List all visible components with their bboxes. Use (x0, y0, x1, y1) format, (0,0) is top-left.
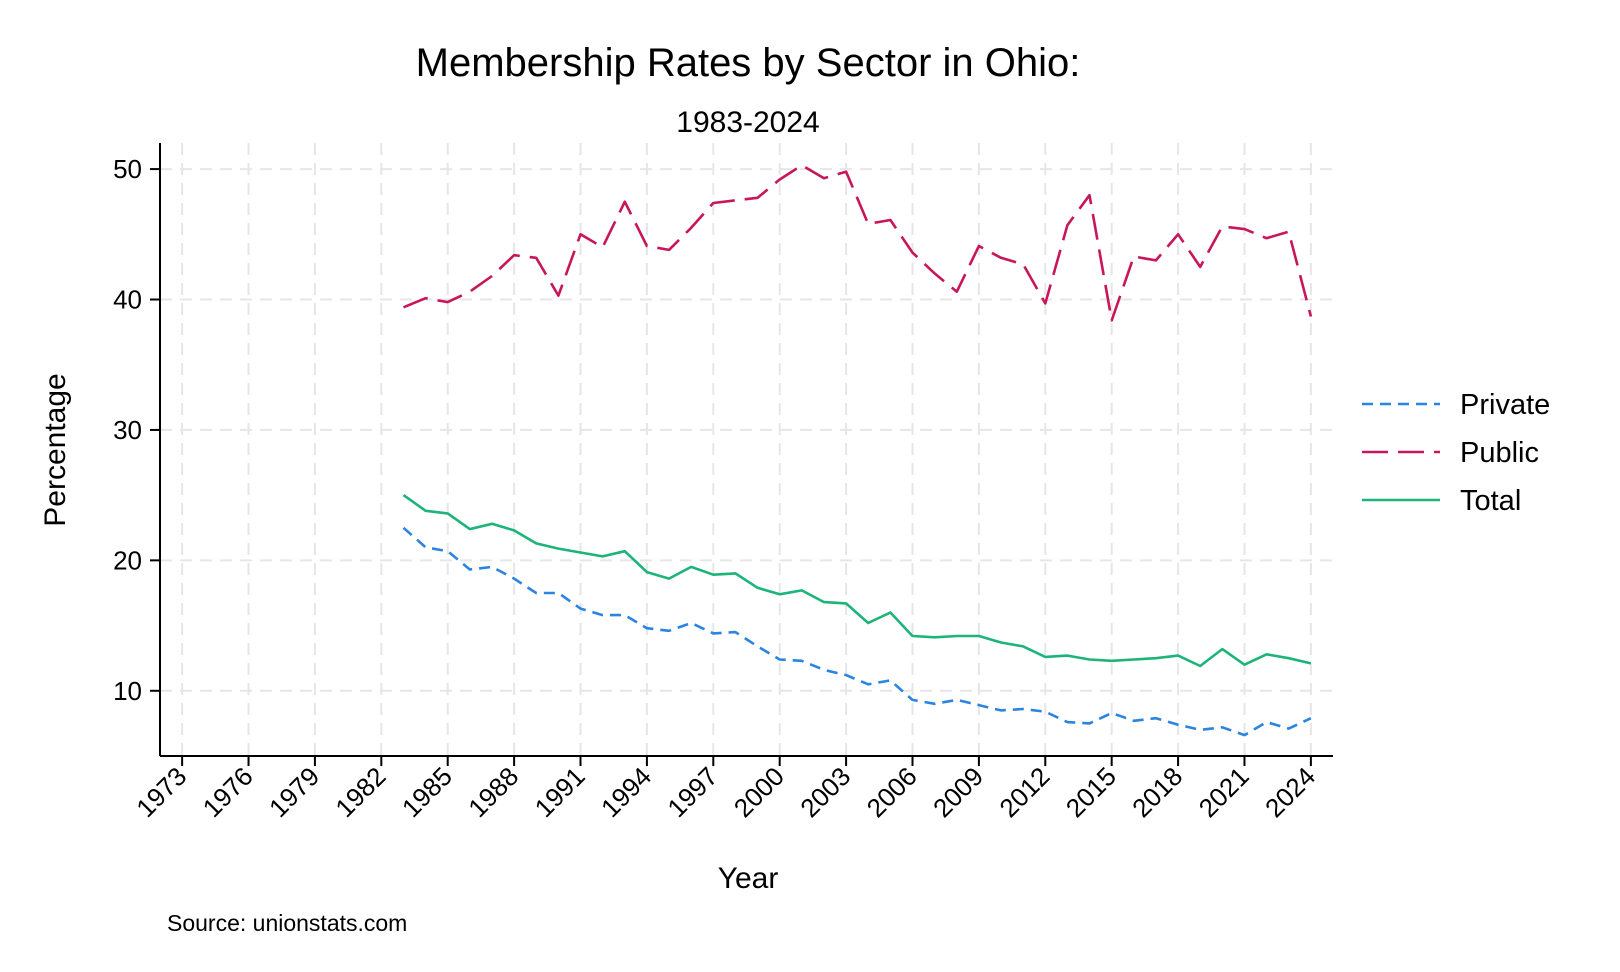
x-tick-label: 1994 (595, 761, 657, 823)
series-line-total (402, 494, 1312, 668)
x-tick-label: 2006 (861, 761, 923, 823)
source-note: Source: unionstats.com (167, 910, 407, 936)
gridlines (160, 143, 1333, 756)
y-axis-title: Percentage (39, 373, 72, 526)
x-tick-label: 1979 (263, 761, 325, 823)
x-tick-label: 1985 (396, 761, 458, 823)
series-line-public (403, 163, 1313, 322)
y-tick-label: 30 (113, 415, 142, 445)
x-tick-label: 2003 (794, 761, 856, 823)
x-tick-label: 2024 (1259, 761, 1321, 823)
x-tick-label: 1997 (661, 761, 723, 823)
x-tick-label: 2012 (993, 761, 1055, 823)
x-tick-label: 2009 (927, 761, 989, 823)
legend-label-public: Public (1460, 437, 1539, 469)
y-tick-label: 50 (113, 154, 142, 184)
axes (159, 143, 1333, 757)
legend: Private Public Total (1362, 389, 1550, 517)
x-tick-label: 1982 (329, 761, 391, 823)
series-line-private (402, 526, 1312, 737)
legend-label-private: Private (1460, 389, 1550, 421)
x-tick-label: 1973 (130, 761, 192, 823)
legend-label-total: Total (1460, 485, 1521, 517)
x-axis-title: Year (718, 862, 779, 895)
y-tick-label: 40 (113, 285, 142, 315)
x-tick-label: 2018 (1126, 761, 1188, 823)
plot-area (402, 163, 1313, 737)
y-tick-label: 10 (113, 676, 142, 706)
chart-subtitle: 1983-2024 (676, 106, 819, 139)
chart-title: Membership Rates by Sector in Ohio: (416, 41, 1081, 85)
x-tick-label: 1976 (197, 761, 259, 823)
x-tick-label: 1988 (462, 761, 524, 823)
y-tick-label: 20 (113, 545, 142, 575)
x-tick-label: 1991 (529, 761, 591, 823)
x-tick-label: 2000 (728, 761, 790, 823)
x-tick-label: 2021 (1193, 761, 1255, 823)
x-tick-label: 2015 (1060, 761, 1122, 823)
